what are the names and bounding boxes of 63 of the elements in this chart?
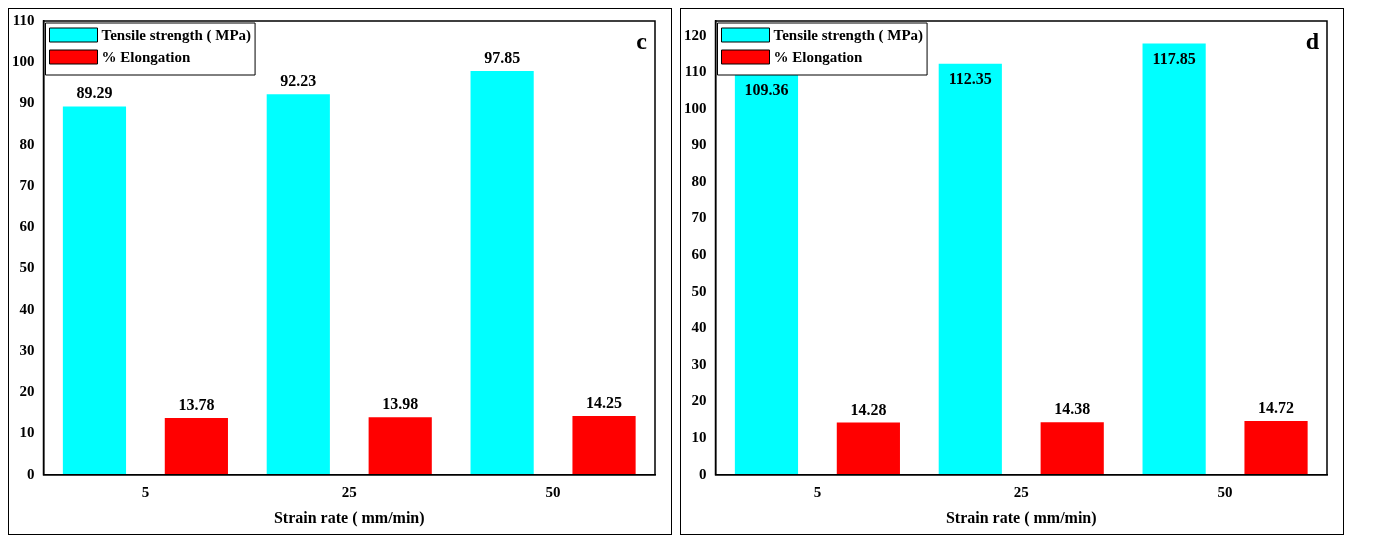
y-tick-label: 0	[27, 465, 35, 482]
data-label: 97.85	[484, 49, 521, 67]
y-tick-label: 100	[12, 53, 35, 70]
annotation: d	[1305, 28, 1320, 54]
y-tick-label: 50	[691, 282, 707, 299]
y-tick-label: 40	[19, 300, 35, 317]
x-tick-label: 50	[1217, 483, 1233, 500]
y-tick-label: 110	[684, 63, 707, 80]
bar	[368, 417, 432, 475]
y-tick-label: 10	[691, 429, 707, 446]
y-tick-label: 90	[691, 136, 707, 153]
data-label: 14.25	[586, 394, 623, 412]
legend-label: Tensile strength ( MPa)	[101, 27, 252, 44]
y-tick-label: 70	[691, 209, 707, 226]
bar	[164, 417, 228, 475]
data-label: 13.98	[382, 395, 419, 413]
bar	[1244, 420, 1308, 475]
data-label: 109.36	[744, 80, 789, 98]
x-tick-label: 50	[545, 483, 561, 500]
x-tick-label: 25	[341, 483, 357, 500]
y-tick-label: 120	[684, 26, 707, 43]
data-label: 13.78	[178, 395, 215, 413]
bar	[938, 63, 1002, 475]
data-label: 89.29	[76, 84, 113, 102]
data-label: 117.85	[1152, 49, 1196, 67]
y-tick-label: 60	[19, 218, 35, 235]
data-label: 14.38	[1054, 400, 1091, 418]
y-tick-label: 70	[19, 176, 35, 193]
y-tick-label: 30	[691, 355, 707, 372]
y-tick-label: 80	[19, 135, 35, 152]
y-tick-label: 20	[691, 392, 707, 409]
legend-label: % Elongation	[101, 49, 191, 65]
data-label: 14.72	[1258, 398, 1295, 416]
bar	[1142, 43, 1206, 475]
bar	[1040, 422, 1104, 475]
bar	[266, 94, 330, 475]
x-axis-title: Strain rate ( mm/min)	[945, 508, 1097, 527]
y-tick-label: 40	[691, 319, 707, 336]
data-label: 112.35	[948, 69, 992, 87]
data-label: 92.23	[280, 72, 317, 90]
x-tick-label: 5	[813, 483, 822, 500]
y-tick-label: 80	[691, 172, 707, 189]
x-tick-label: 5	[141, 483, 150, 500]
x-tick-label: 25	[1013, 483, 1029, 500]
y-tick-label: 20	[19, 383, 35, 400]
y-tick-label: 0	[699, 465, 707, 482]
bar	[62, 106, 127, 475]
y-tick-label: 10	[19, 424, 35, 441]
x-axis-title: Strain rate ( mm/min)	[273, 508, 425, 527]
legend-label: Tensile strength ( MPa)	[773, 27, 924, 44]
bar	[734, 74, 799, 475]
y-tick-label: 110	[12, 11, 35, 28]
y-tick-label: 50	[19, 259, 35, 276]
data-label: 14.28	[850, 400, 887, 418]
bar	[836, 422, 900, 475]
y-tick-label: 90	[19, 94, 35, 111]
bar	[470, 71, 534, 475]
bar	[572, 416, 636, 475]
y-tick-label: 100	[684, 99, 707, 116]
y-tick-label: 60	[691, 246, 707, 263]
annotation: c	[636, 28, 648, 54]
legend-label: % Elongation	[773, 49, 863, 65]
y-tick-label: 30	[19, 341, 35, 358]
